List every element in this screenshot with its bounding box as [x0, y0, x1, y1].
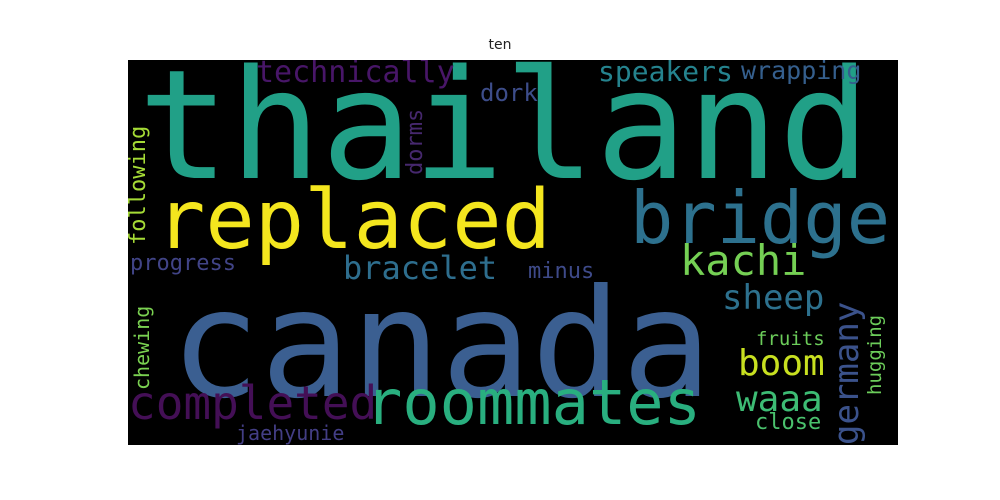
word-progress: progress: [130, 251, 236, 276]
word-technically: technically: [256, 60, 455, 90]
word-thailand: thailand: [138, 60, 871, 214]
word-canada: canada: [170, 258, 712, 432]
word-germany: germany: [827, 301, 867, 445]
word-boom: boom: [738, 343, 825, 384]
chart-title: ten: [488, 37, 512, 53]
word-completed: completed: [128, 376, 378, 430]
word-hugging: hugging: [864, 314, 886, 395]
word-chewing: chewing: [130, 305, 154, 390]
word-cloud: thailand canada replaced bridge roommate…: [128, 60, 898, 445]
word-jaehyunie: jaehyunie: [236, 421, 345, 445]
word-following: following: [128, 125, 151, 245]
word-dork: dork: [480, 79, 538, 107]
word-bracelet: bracelet: [343, 249, 498, 287]
word-waaa: waaa: [736, 379, 823, 420]
word-kachi: kachi: [680, 236, 807, 285]
word-close: close: [755, 410, 822, 435]
word-replaced: replaced: [156, 173, 551, 268]
word-speakers: speakers: [598, 60, 733, 88]
word-sheep: sheep: [722, 278, 825, 318]
word-roommates: roommates: [365, 366, 701, 439]
word-minus: minus: [528, 259, 595, 284]
word-wrapping: wrapping: [741, 60, 862, 85]
word-bridge: bridge: [630, 176, 891, 260]
word-dorms: dorms: [403, 108, 428, 175]
word-fruits: fruits: [756, 328, 825, 350]
